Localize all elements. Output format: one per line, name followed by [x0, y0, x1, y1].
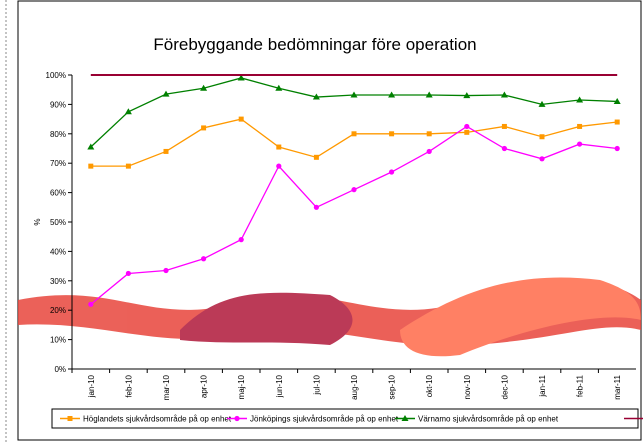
- marker: [577, 141, 583, 147]
- x-tick-label: dec-10: [500, 374, 509, 399]
- marker: [538, 100, 546, 107]
- y-tick-label: 0%: [54, 365, 66, 374]
- x-tick-label: mar-10: [162, 374, 171, 400]
- marker: [500, 91, 508, 98]
- marker: [425, 91, 433, 98]
- marker: [426, 148, 432, 155]
- x-tick-label: feb-10: [124, 374, 133, 397]
- y-tick-label: 40%: [50, 247, 66, 256]
- series: [88, 116, 620, 169]
- marker: [200, 84, 208, 91]
- y-tick-label: 30%: [50, 277, 66, 286]
- x-tick-label: jun-10: [275, 374, 284, 398]
- marker: [234, 415, 240, 422]
- chart-frame: [17, 0, 642, 441]
- marker: [350, 91, 358, 98]
- marker: [577, 123, 583, 129]
- legend-label: Värnamo sjukvårdsområde på op enhet: [418, 415, 559, 424]
- marker: [162, 90, 170, 97]
- x-tick-label: jul-10: [312, 374, 321, 395]
- marker: [125, 270, 131, 277]
- marker: [613, 97, 621, 104]
- marker: [87, 143, 95, 150]
- marker: [163, 148, 169, 154]
- x-tick-label: maj-10: [237, 374, 246, 399]
- marker: [388, 91, 396, 98]
- y-tick-label: 20%: [50, 306, 66, 315]
- y-tick-label: 100%: [46, 71, 66, 80]
- x-tick-label: jan-10: [87, 374, 96, 398]
- marker: [426, 131, 432, 137]
- x-tick-label: apr-10: [200, 374, 209, 398]
- marker: [238, 116, 244, 122]
- y-tick-label: 70%: [50, 159, 66, 168]
- marker: [312, 93, 320, 100]
- series: [87, 74, 621, 150]
- legend-label: Jönköpings sjukvårdsområde på op enhet: [250, 415, 399, 424]
- marker: [464, 129, 470, 135]
- marker: [237, 74, 245, 81]
- marker: [88, 301, 94, 307]
- marker: [201, 256, 207, 262]
- marker: [276, 163, 282, 169]
- marker: [201, 125, 207, 131]
- x-tick-label: jan-11: [538, 374, 547, 397]
- y-tick-label: 80%: [50, 130, 66, 139]
- series: [88, 123, 620, 307]
- wave: [180, 292, 353, 345]
- chart-title: Förebyggande bedömningar före operation: [153, 35, 476, 54]
- marker: [539, 156, 545, 162]
- marker: [501, 145, 507, 152]
- marker: [464, 123, 470, 130]
- x-tick-label: sep-10: [388, 374, 397, 399]
- y-tick-label: 10%: [50, 336, 66, 345]
- marker: [389, 131, 395, 137]
- marker: [351, 131, 357, 137]
- marker: [539, 134, 545, 140]
- marker: [163, 267, 169, 274]
- marker: [88, 163, 94, 169]
- y-tick-label: 60%: [50, 189, 66, 198]
- marker: [576, 96, 584, 103]
- y-tick-label: 90%: [50, 100, 66, 109]
- marker: [313, 154, 319, 160]
- marker: [463, 92, 471, 99]
- y-axis-label: %: [33, 218, 42, 225]
- marker: [67, 416, 73, 421]
- marker: [238, 237, 244, 243]
- x-tick-label: feb-11: [576, 374, 585, 397]
- marker: [389, 169, 395, 175]
- marker: [124, 108, 132, 115]
- x-tick-label: nov-10: [463, 374, 472, 399]
- marker: [614, 145, 620, 152]
- x-tick-label: mar-11: [613, 374, 622, 399]
- legend-label: Höglandets sjukvårdsområde på op enhet: [83, 415, 232, 424]
- marker: [276, 144, 282, 150]
- decoration: [18, 277, 641, 357]
- marker: [275, 84, 283, 91]
- marker: [351, 187, 357, 193]
- marker: [313, 204, 319, 210]
- y-tick-label: 50%: [50, 218, 66, 227]
- marker: [501, 123, 507, 129]
- marker: [125, 163, 131, 169]
- wave: [400, 277, 641, 357]
- x-tick-label: aug-10: [350, 374, 359, 399]
- x-tick-label: okt-10: [425, 374, 434, 397]
- marker: [401, 415, 409, 421]
- marker: [614, 119, 620, 125]
